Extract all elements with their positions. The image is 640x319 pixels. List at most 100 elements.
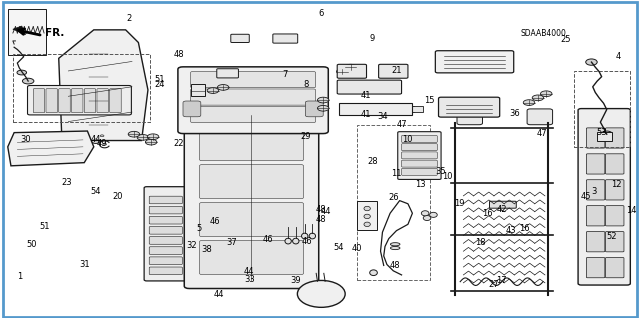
Text: 22: 22 xyxy=(173,138,184,148)
Text: 40: 40 xyxy=(352,244,362,253)
FancyBboxPatch shape xyxy=(605,257,624,278)
Text: 5: 5 xyxy=(196,224,202,233)
Bar xyxy=(357,201,378,230)
Ellipse shape xyxy=(292,238,299,244)
FancyBboxPatch shape xyxy=(397,132,441,179)
Ellipse shape xyxy=(532,95,543,101)
Ellipse shape xyxy=(345,64,356,70)
Ellipse shape xyxy=(17,70,26,75)
Text: 54: 54 xyxy=(90,187,101,196)
Text: FR.: FR. xyxy=(45,28,64,38)
Text: 38: 38 xyxy=(201,245,212,254)
Text: 12: 12 xyxy=(611,180,621,189)
Text: 41: 41 xyxy=(360,91,371,100)
Text: 27: 27 xyxy=(488,280,499,289)
FancyBboxPatch shape xyxy=(605,180,624,200)
FancyBboxPatch shape xyxy=(605,206,624,226)
Ellipse shape xyxy=(317,97,329,103)
FancyBboxPatch shape xyxy=(200,203,303,237)
Text: 21: 21 xyxy=(391,66,402,75)
FancyBboxPatch shape xyxy=(605,232,624,252)
FancyBboxPatch shape xyxy=(435,51,514,73)
FancyBboxPatch shape xyxy=(200,241,303,275)
Text: 18: 18 xyxy=(476,238,486,247)
Text: 48: 48 xyxy=(173,50,184,59)
Ellipse shape xyxy=(100,135,104,137)
Text: 16: 16 xyxy=(518,224,529,233)
FancyBboxPatch shape xyxy=(144,187,188,281)
FancyBboxPatch shape xyxy=(59,89,70,113)
Text: 35: 35 xyxy=(436,167,446,176)
Text: 47: 47 xyxy=(536,129,547,138)
Text: 34: 34 xyxy=(377,112,388,121)
Polygon shape xyxy=(8,131,94,166)
Ellipse shape xyxy=(147,134,159,140)
Ellipse shape xyxy=(601,131,612,137)
FancyBboxPatch shape xyxy=(200,165,303,199)
FancyBboxPatch shape xyxy=(401,136,437,142)
FancyBboxPatch shape xyxy=(191,106,316,122)
Text: 46: 46 xyxy=(302,237,312,246)
Ellipse shape xyxy=(285,238,291,244)
Ellipse shape xyxy=(22,78,34,84)
FancyBboxPatch shape xyxy=(273,34,298,43)
Ellipse shape xyxy=(370,270,378,276)
FancyBboxPatch shape xyxy=(149,267,182,275)
Text: 54: 54 xyxy=(334,243,344,252)
FancyBboxPatch shape xyxy=(149,216,182,224)
Text: 36: 36 xyxy=(509,109,520,118)
Text: 48: 48 xyxy=(316,205,326,214)
FancyBboxPatch shape xyxy=(337,64,367,78)
Text: 44: 44 xyxy=(90,135,101,145)
Text: 51: 51 xyxy=(40,222,50,231)
Ellipse shape xyxy=(301,233,308,239)
Text: 42: 42 xyxy=(497,205,507,214)
FancyBboxPatch shape xyxy=(586,206,605,226)
Text: 39: 39 xyxy=(291,276,301,285)
Text: 15: 15 xyxy=(424,96,435,105)
FancyBboxPatch shape xyxy=(401,160,437,167)
FancyBboxPatch shape xyxy=(109,89,121,113)
Text: 46: 46 xyxy=(262,235,273,244)
FancyBboxPatch shape xyxy=(401,144,437,151)
Text: 44: 44 xyxy=(321,207,332,216)
Polygon shape xyxy=(13,26,26,34)
Text: 20: 20 xyxy=(112,192,123,201)
Text: 23: 23 xyxy=(61,178,72,187)
Text: 47: 47 xyxy=(396,120,407,129)
Bar xyxy=(360,106,423,112)
Text: 19: 19 xyxy=(454,199,464,208)
Text: 51: 51 xyxy=(154,75,164,84)
Text: 41: 41 xyxy=(360,110,371,119)
Bar xyxy=(357,125,430,280)
Text: 46: 46 xyxy=(209,217,220,226)
Text: 11: 11 xyxy=(391,169,402,178)
FancyBboxPatch shape xyxy=(178,67,328,134)
Bar xyxy=(339,103,412,115)
Text: 53: 53 xyxy=(596,128,607,137)
FancyBboxPatch shape xyxy=(586,257,605,278)
Text: 26: 26 xyxy=(388,193,399,202)
Text: 30: 30 xyxy=(20,135,31,145)
FancyBboxPatch shape xyxy=(72,89,83,113)
Text: 2: 2 xyxy=(126,14,131,23)
Text: 24: 24 xyxy=(154,80,164,89)
Ellipse shape xyxy=(317,105,329,111)
Text: 45: 45 xyxy=(581,192,591,201)
Text: 17: 17 xyxy=(496,276,507,285)
FancyBboxPatch shape xyxy=(84,89,96,113)
Ellipse shape xyxy=(145,139,157,145)
Text: 14: 14 xyxy=(626,206,636,215)
Ellipse shape xyxy=(364,206,371,211)
Text: 8: 8 xyxy=(303,80,308,89)
Text: 6: 6 xyxy=(319,9,324,18)
Text: 31: 31 xyxy=(79,260,90,269)
Text: 7: 7 xyxy=(282,70,287,78)
Text: 33: 33 xyxy=(244,275,255,284)
Text: 10: 10 xyxy=(442,172,452,182)
Ellipse shape xyxy=(337,69,348,74)
FancyBboxPatch shape xyxy=(149,257,182,264)
Ellipse shape xyxy=(586,59,597,65)
Text: 50: 50 xyxy=(27,240,37,249)
Ellipse shape xyxy=(429,212,437,217)
